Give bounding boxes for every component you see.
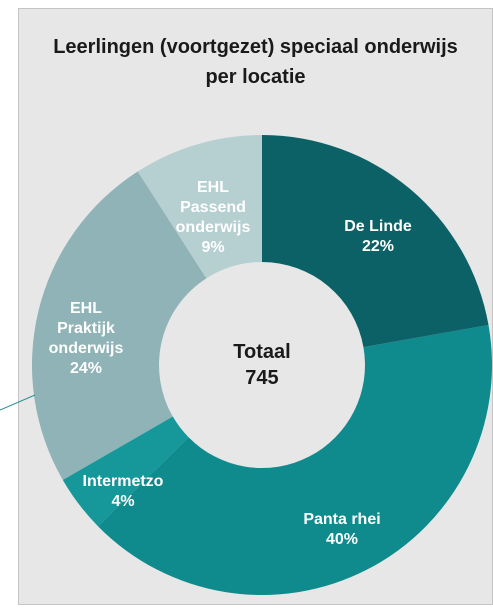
- value-label: 4%: [111, 493, 135, 510]
- donut-slice: [262, 135, 489, 348]
- center-text: Totaal 745: [233, 339, 290, 391]
- donut-slice: [98, 325, 493, 595]
- donut-slice: [32, 171, 207, 480]
- slice-label: Panta rhei 40%: [282, 510, 402, 550]
- center-label: Totaal: [233, 341, 291, 363]
- value-label: 24%: [69, 360, 103, 377]
- category-label: EHL Passend onderwijs: [175, 179, 251, 236]
- slice-label: Intermetzo 4%: [68, 472, 178, 512]
- slice-label: De Linde 22%: [323, 217, 433, 257]
- donut-slice: [137, 135, 262, 279]
- value-label: 22%: [361, 238, 395, 255]
- center-total: 745: [245, 367, 279, 389]
- category-label: Panta rhei: [303, 511, 381, 528]
- chart-title: Leerlingen (voortgezet) speciaal onderwi…: [53, 36, 458, 88]
- donut-slice: [62, 416, 189, 527]
- category-label: EHL Praktijk onderwijs: [48, 300, 124, 357]
- value-label: 40%: [325, 531, 359, 548]
- slice-label: EHL Passend onderwijs 9%: [173, 178, 253, 258]
- category-label: De Linde: [344, 218, 412, 235]
- category-label: Intermetzo: [82, 473, 164, 490]
- leader-line: [0, 394, 36, 411]
- value-label: 9%: [201, 239, 225, 256]
- slice-label: EHL Praktijk onderwijs 24%: [46, 299, 126, 379]
